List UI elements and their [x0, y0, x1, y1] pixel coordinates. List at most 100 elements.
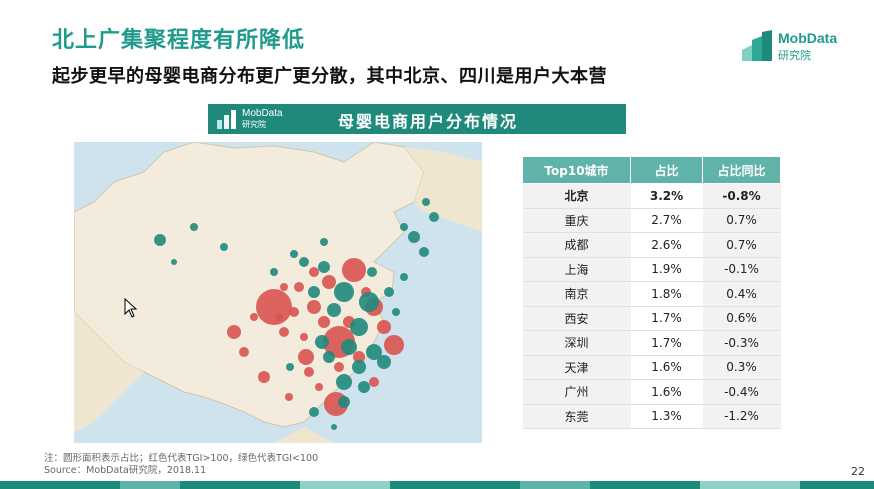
city-bubble	[377, 355, 391, 369]
cell-share: 1.6%	[630, 355, 703, 380]
col-header-city: Top10城市	[522, 156, 631, 184]
city-bubble	[286, 363, 294, 371]
city-bubble	[400, 273, 408, 281]
cell-share: 3.2%	[630, 183, 703, 209]
city-bubble	[350, 318, 368, 336]
china-distribution-map	[73, 141, 482, 443]
city-bubble	[285, 393, 293, 401]
cell-city: 西安	[522, 306, 631, 331]
city-bubble	[353, 351, 365, 363]
city-bubble	[359, 292, 379, 312]
cell-city: 东莞	[522, 404, 631, 429]
city-bubble	[338, 396, 350, 408]
cell-share: 1.6%	[630, 379, 703, 405]
cell-yoy: -0.3%	[702, 330, 781, 356]
city-bubble	[366, 344, 382, 360]
table-row: 南京 1.8% 0.4%	[522, 281, 781, 307]
cell-city: 深圳	[522, 330, 631, 356]
banner-logo-name: MobData	[242, 108, 283, 119]
logo-icon	[742, 30, 772, 61]
cell-yoy: 0.4%	[702, 281, 781, 307]
top10-city-table: Top10城市 占比 占比同比 北京 3.2% -0.8% 重庆 2.7% 0.7% 成都 2…	[522, 156, 781, 429]
city-bubble	[299, 257, 309, 267]
city-bubble	[320, 238, 328, 246]
cell-yoy: -0.1%	[702, 257, 781, 282]
city-bubble	[342, 258, 366, 282]
page-number: 22	[851, 465, 865, 478]
banner-logo: MobData 研究院	[216, 108, 296, 130]
cell-share: 1.3%	[630, 404, 703, 429]
logo-sub: 研究院	[778, 49, 811, 62]
cell-city: 北京	[522, 183, 631, 209]
city-bubble	[290, 250, 298, 258]
city-bubble	[279, 327, 289, 337]
footnote: 注：圆形面积表示占比；红色代表TGI>100，绿色代表TGI<100 Sourc…	[44, 453, 318, 477]
city-bubble	[318, 316, 330, 328]
city-bubble	[309, 407, 319, 417]
cell-share: 1.9%	[630, 257, 703, 282]
cell-yoy: -1.2%	[702, 404, 781, 429]
col-header-yoy: 占比同比	[702, 156, 781, 184]
banner-logo-icon	[217, 110, 236, 129]
cell-city: 天津	[522, 355, 631, 380]
neighbor-land-ne	[404, 147, 482, 232]
neighbor-land-s	[274, 427, 334, 443]
table-row: 天津 1.6% 0.3%	[522, 355, 781, 380]
city-bubble	[318, 261, 330, 273]
city-bubble	[154, 234, 166, 246]
city-bubble	[239, 347, 249, 357]
cell-share: 1.7%	[630, 306, 703, 331]
page-subtitle: 起步更早的母婴电商分布更广更分散，其中北京、四川是用户大本营	[52, 66, 607, 87]
city-bubble	[304, 367, 314, 377]
table-row: 广州 1.6% -0.4%	[522, 379, 781, 405]
table-row: 东莞 1.3% -1.2%	[522, 404, 781, 429]
city-bubble	[308, 286, 320, 298]
city-bubble	[256, 289, 292, 325]
city-bubble	[300, 333, 308, 341]
city-bubble	[336, 374, 352, 390]
city-bubble	[190, 223, 198, 231]
city-bubble	[309, 267, 319, 277]
cell-share: 2.6%	[630, 232, 703, 258]
table-row: 成都 2.6% 0.7%	[522, 232, 781, 258]
city-bubble	[384, 335, 404, 355]
cell-city: 上海	[522, 257, 631, 282]
table-row: 重庆 2.7% 0.7%	[522, 208, 781, 233]
city-bubble	[250, 313, 258, 321]
city-bubble	[384, 287, 394, 297]
city-bubble	[358, 381, 370, 393]
city-bubble	[377, 320, 391, 334]
table-row: 北京 3.2% -0.8%	[522, 183, 781, 209]
cell-yoy: 0.7%	[702, 208, 781, 233]
city-bubble	[322, 275, 336, 289]
cell-city: 南京	[522, 281, 631, 307]
city-bubble	[331, 424, 337, 430]
city-bubble	[334, 362, 344, 372]
city-bubble	[227, 325, 241, 339]
city-bubble	[429, 212, 439, 222]
footnote-source: Source：MobData研究院，2018.11	[44, 465, 207, 476]
city-bubble	[294, 282, 304, 292]
city-bubble	[408, 231, 420, 243]
city-bubble	[352, 360, 366, 374]
city-bubble	[367, 267, 377, 277]
city-bubble	[323, 351, 335, 363]
city-bubble	[280, 283, 288, 291]
city-bubble	[327, 303, 341, 317]
city-bubble	[315, 335, 329, 349]
city-bubble	[400, 223, 408, 231]
cell-yoy: -0.8%	[702, 183, 781, 209]
city-bubble	[392, 308, 400, 316]
map-graphic	[73, 141, 482, 443]
footnote-legend: 注：圆形面积表示占比；红色代表TGI>100，绿色代表TGI<100	[44, 453, 319, 464]
table-row: 西安 1.7% 0.6%	[522, 306, 781, 331]
city-bubble	[341, 339, 357, 355]
page-title: 北上广集聚程度有所降低	[52, 28, 306, 53]
city-bubble	[307, 300, 321, 314]
city-bubble	[422, 198, 430, 206]
section-banner: MobData 研究院 母婴电商用户分布情况	[208, 104, 626, 134]
city-bubble	[275, 313, 283, 321]
cell-share: 2.7%	[630, 208, 703, 233]
city-bubble	[220, 243, 228, 251]
table-row: 上海 1.9% -0.1%	[522, 257, 781, 282]
